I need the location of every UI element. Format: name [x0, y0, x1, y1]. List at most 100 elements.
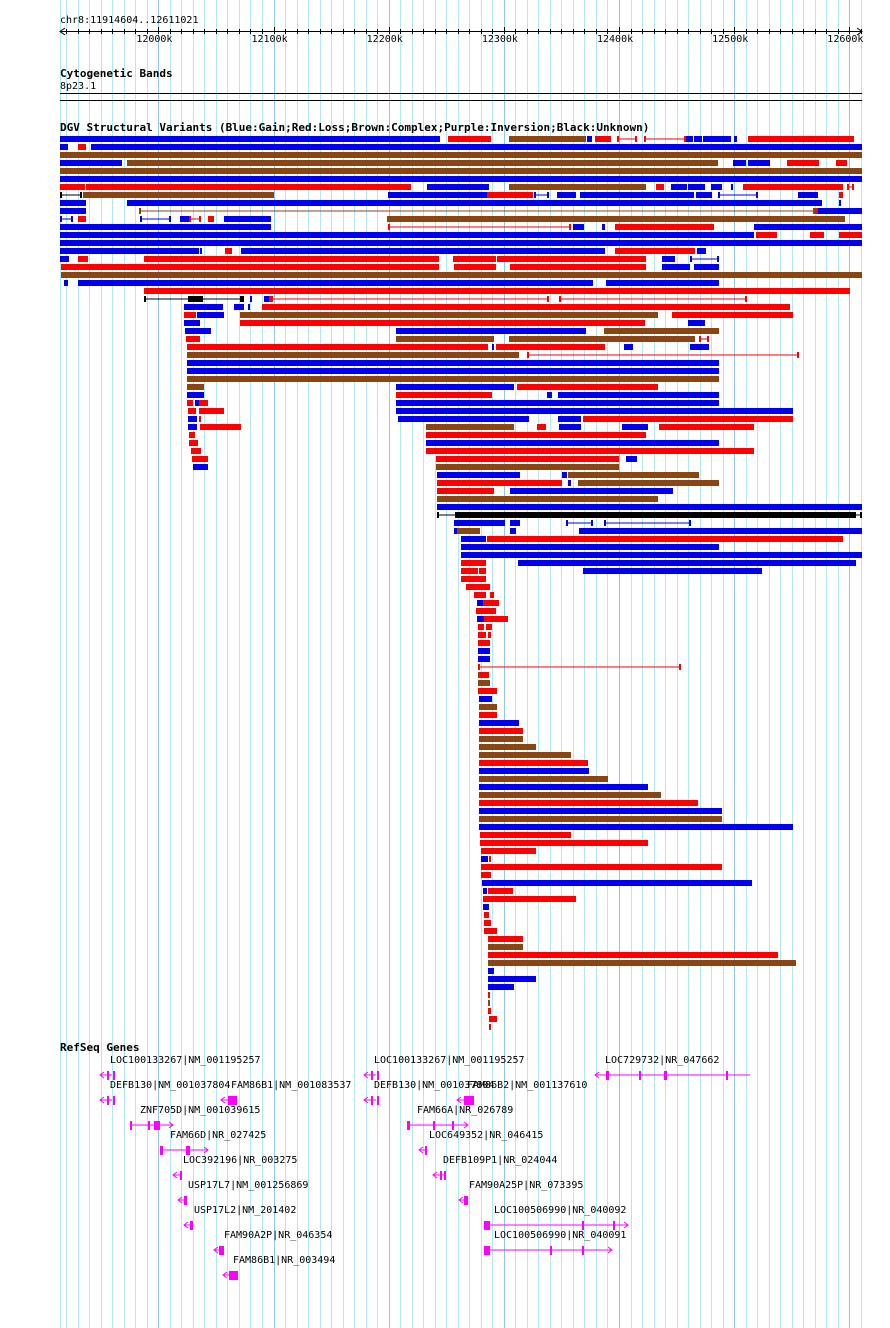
gene-exon	[371, 1071, 373, 1080]
variant-bar	[479, 696, 492, 702]
gene-label[interactable]: FAM86B1|NM_001083537	[231, 1080, 352, 1091]
cytoband-label[interactable]: 8p23.1	[60, 81, 97, 92]
variant-bar	[478, 624, 484, 630]
gene-label[interactable]: LOC100133267|NM_001195257	[110, 1055, 261, 1066]
variant-bar	[659, 424, 754, 430]
variant-bar	[696, 192, 712, 198]
variant-bar	[188, 416, 195, 422]
strand-arrow-icon	[99, 1071, 105, 1079]
variant-end-tick	[271, 296, 273, 302]
variant-bar	[731, 184, 733, 190]
variant-bar	[60, 248, 199, 254]
gene-exon	[184, 1196, 187, 1205]
variant-bar	[517, 384, 658, 390]
gene-label[interactable]: LOC649352|NR_046415	[429, 1130, 544, 1141]
gene-label[interactable]: LOC100506990|NR_040092	[494, 1205, 627, 1216]
gene-label[interactable]: FAM86B2|NM_001137610	[467, 1080, 588, 1091]
variant-bar	[453, 256, 496, 262]
variant-end-tick	[478, 664, 480, 670]
refseq-track-title[interactable]: RefSeq Genes	[60, 1041, 140, 1054]
gene-exon	[130, 1121, 132, 1130]
variant-bar	[487, 536, 843, 542]
base-position-ruler	[59, 27, 863, 36]
variant-bar	[480, 832, 571, 838]
variant-end-tick	[569, 224, 571, 230]
variant-bar	[241, 248, 605, 254]
dgv-track-title[interactable]: DGV Structural Variants (Blue:Gain;Red:L…	[60, 121, 650, 134]
variant-bar	[189, 440, 198, 446]
gene-label[interactable]: FAM86B1|NR_003494	[233, 1255, 336, 1266]
gene-label[interactable]: USP17L2|NM_201402	[194, 1205, 297, 1216]
variant-bar	[60, 240, 862, 246]
variant-bar	[199, 416, 201, 422]
variant-bar	[461, 568, 478, 574]
variant-bar	[199, 400, 208, 406]
variant-end-tick	[745, 296, 747, 302]
strand-arrow-icon	[623, 1221, 629, 1229]
gene-label[interactable]: FAM66D|NR_027425	[170, 1130, 267, 1141]
variant-bar	[248, 304, 250, 310]
variant-bar	[457, 528, 480, 534]
gene-label[interactable]: LOC729732|NR_047662	[605, 1055, 720, 1066]
gene-label[interactable]: FAM90A2P|NR_046354	[224, 1230, 333, 1241]
variant-bar	[187, 352, 519, 358]
variant-bar	[200, 248, 202, 254]
gene-label[interactable]: DEFB130|NM_001037804	[110, 1080, 231, 1091]
strand-arrow-icon	[213, 1246, 219, 1254]
variant-bar	[606, 280, 719, 286]
variant-bar	[478, 656, 490, 662]
strand-arrow-icon	[607, 1246, 613, 1254]
gene-label[interactable]: DEFB109P1|NR_024044	[443, 1155, 558, 1166]
variant-bar	[492, 344, 494, 350]
variant-end-tick	[240, 296, 242, 302]
variant-bar	[615, 224, 714, 230]
gene-label[interactable]: LOC100506990|NR_040091	[494, 1230, 627, 1241]
variant-bar	[733, 160, 746, 166]
variant-bar	[461, 560, 486, 566]
variant-bar	[61, 272, 862, 278]
variant-bar	[817, 200, 822, 206]
gene-exon	[484, 1246, 490, 1255]
variant-bar	[488, 944, 523, 950]
variant-end-tick	[547, 192, 549, 198]
variant-bar	[199, 408, 224, 414]
variant-end-tick	[813, 208, 815, 214]
ruler-tick-label: 12100k	[251, 34, 288, 45]
gene-label[interactable]: ZNF705D|NM_001039615	[140, 1105, 261, 1116]
variant-bar	[60, 208, 86, 214]
gene-label[interactable]: LOC100133267|NM_001195257	[374, 1055, 525, 1066]
variant-bar	[479, 792, 661, 798]
variant-bar	[488, 1008, 491, 1014]
strand-arrow-icon	[220, 1096, 226, 1104]
variant-bar	[662, 264, 690, 270]
gene-label[interactable]: LOC392196|NR_003275	[183, 1155, 298, 1166]
variant-bar	[479, 744, 536, 750]
cytoband-track-title[interactable]: Cytogenetic Bands	[60, 67, 173, 80]
gene-exon	[180, 1171, 182, 1180]
gene-label[interactable]: DEFB130|NM_001037804	[374, 1080, 495, 1091]
gene-label[interactable]: FAM66A|NR_026789	[417, 1105, 514, 1116]
variant-bar	[510, 520, 520, 526]
variant-bar	[579, 528, 862, 534]
variant-bar	[60, 152, 862, 158]
variant-end-tick	[566, 520, 568, 526]
variant-bar	[398, 416, 529, 422]
variant-bar	[184, 304, 223, 310]
variant-bar	[187, 392, 204, 398]
variant-bar	[225, 248, 232, 254]
variant-bar	[426, 432, 646, 438]
variant-bar	[558, 392, 719, 398]
gene-label[interactable]: FAM90A25P|NR_073395	[469, 1180, 584, 1191]
variant-bar	[426, 440, 719, 446]
gene-exon	[444, 1171, 446, 1180]
variant-bar	[734, 136, 737, 142]
variant-bar	[60, 136, 440, 142]
variant-end-tick	[684, 136, 686, 142]
variant-bar	[836, 160, 847, 166]
ruler-tick-label: 12600k	[827, 34, 864, 45]
gene-label[interactable]: USP17L7|NM_001256869	[188, 1180, 309, 1191]
variant-bar	[510, 528, 516, 534]
strand-arrow-icon	[463, 1121, 469, 1129]
